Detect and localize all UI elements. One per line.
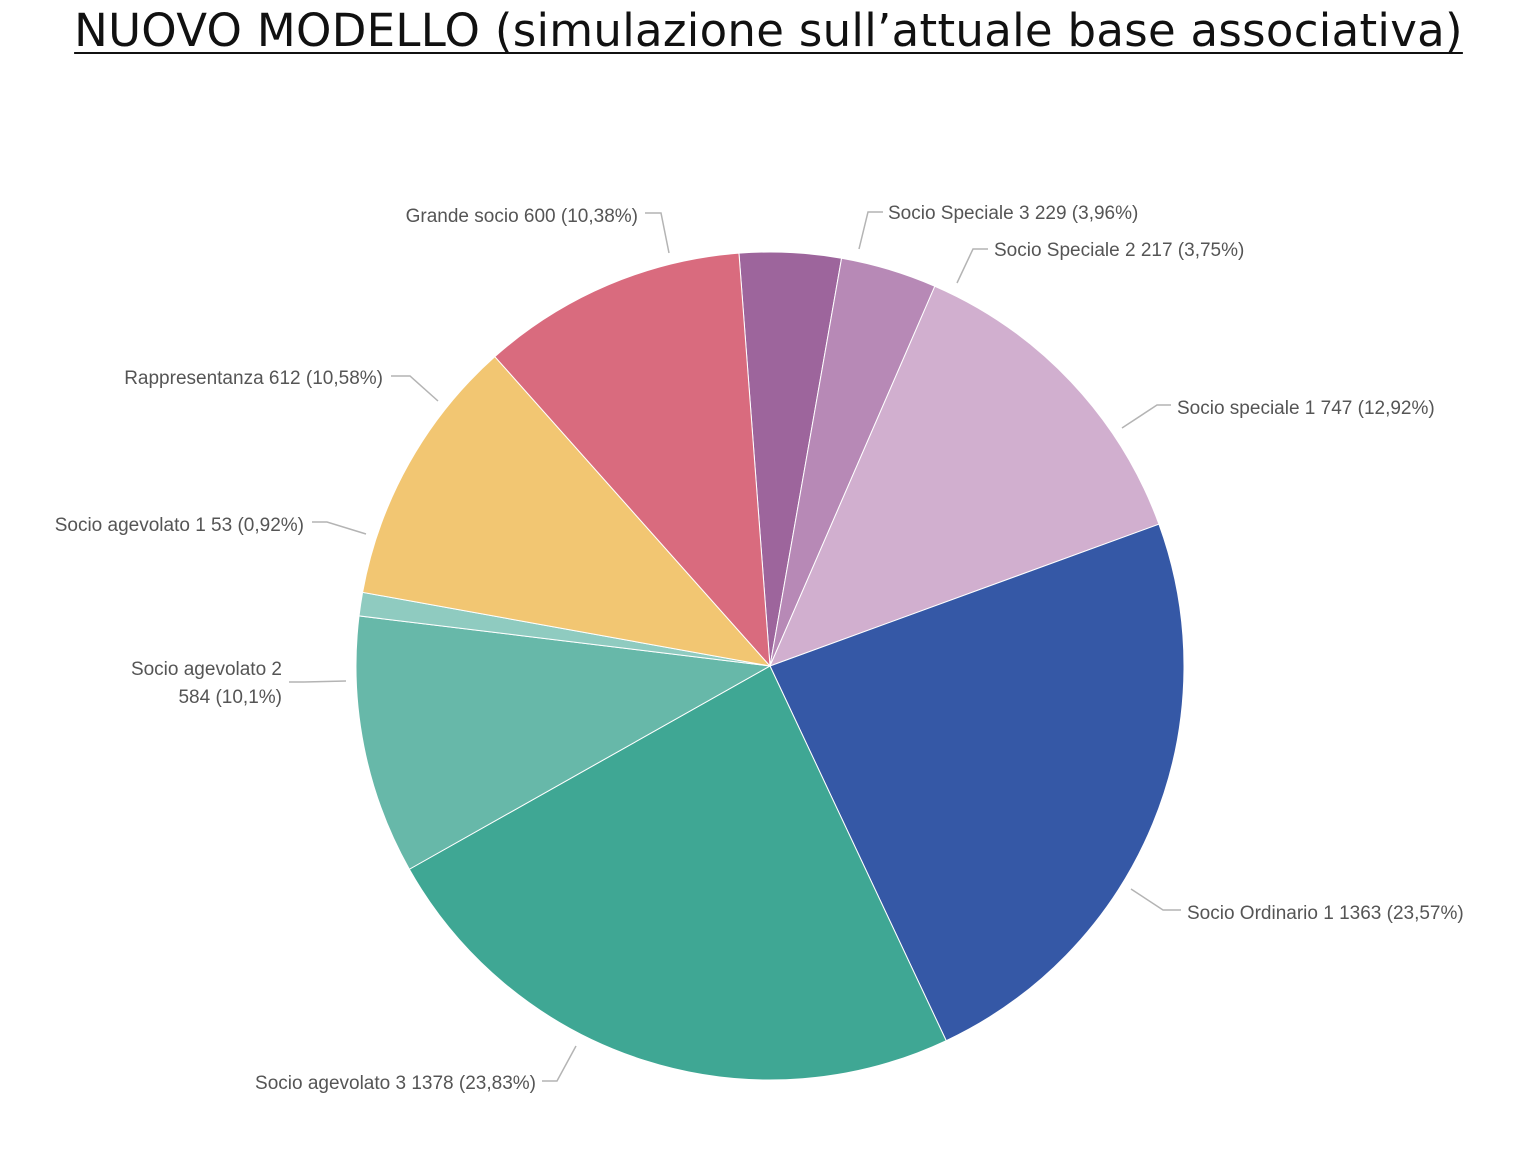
pie-slice-socio-agevolato-3[interactable] [408,665,947,1081]
slice-label-socio-agevolato-3: Socio agevolato 3 1378 (23,83%) [255,1073,536,1094]
pie-slice-grande-socio[interactable] [494,252,771,668]
slice-label-socio-agevolato-2: Socio agevolato 2 584 (10,1%) [131,659,282,708]
pie-slice-socio-agevolato-2[interactable] [355,615,772,870]
leader-line-grande-socio [645,212,670,254]
leader-line-socio-speciale-1 [1121,404,1171,429]
leader-line-socio-agevolato-1 [312,521,367,535]
slice-label-grande-socio: Grande socio 600 (10,38%) [406,206,638,227]
slice-label-socio-agevolato-1: Socio agevolato 1 53 (0,92%) [55,515,304,536]
pie-slice-rappresentanza[interactable] [362,355,772,667]
slice-label-socio-speciale-1: Socio speciale 1 747 (12,92%) [1177,398,1435,419]
leader-line-socio-ordinario-1 [1130,888,1181,911]
leader-line-socio-speciale-2 [956,248,988,284]
slice-label-rappresentanza: Rappresentanza 612 (10,58%) [124,368,383,389]
pie-slice-socio-speciale-1[interactable] [769,285,1160,667]
slice-label-socio-speciale-2: Socio Speciale 2 217 (3,75%) [994,240,1244,261]
slice-label-socio-speciale-3: Socio Speciale 3 229 (3,96%) [888,203,1138,224]
slice-label-socio-ordinario-1: Socio Ordinario 1 1363 (23,57%) [1187,903,1464,924]
pie-slice-socio-ordinario-1[interactable] [769,523,1185,1042]
leader-line-socio-agevolato-3 [542,1045,577,1082]
chart-title: NUOVO MODELLO (simulazione sull’attuale … [74,4,1463,57]
leader-line-socio-agevolato-2 [289,680,347,683]
leader-line-rappresentanza [391,375,439,402]
leader-line-socio-speciale-3 [858,211,883,250]
